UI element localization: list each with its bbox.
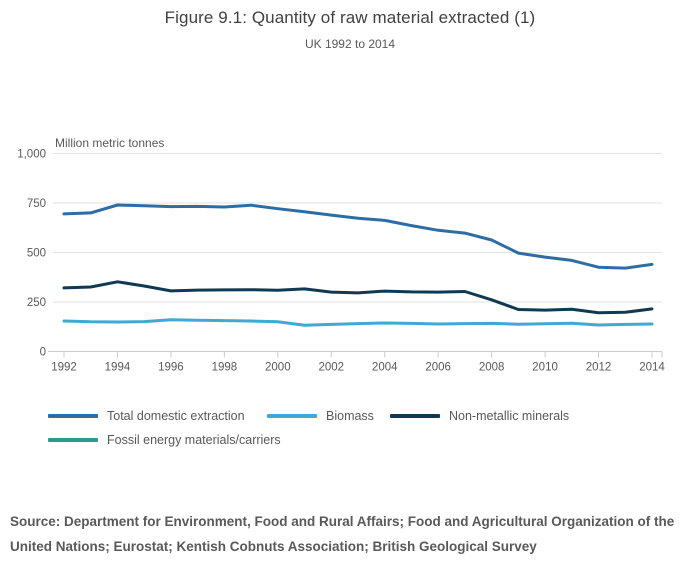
y-tick-label-0: 0	[40, 347, 46, 359]
y-tick-label-750: 750	[27, 198, 46, 210]
series-line-non-metallic-minerals	[62, 280, 654, 315]
legend-item-fossil-energy-materials[interactable]: Fossil energy materials/carriers	[48, 433, 281, 447]
y-tick-label-500: 500	[27, 248, 46, 260]
legend-label-biomass: Biomass	[326, 409, 374, 423]
legend-item-total-domestic-extraction[interactable]: Total domestic extraction	[48, 409, 245, 423]
legend-item-non-metallic-minerals[interactable]: Non-metallic minerals	[390, 409, 570, 423]
legend-item-biomass[interactable]: Biomass	[267, 409, 374, 423]
x-tick-label-1994: 1994	[105, 362, 131, 374]
legend-label-total-domestic-extraction: Total domestic extraction	[107, 409, 245, 423]
legend-swatch-biomass	[267, 414, 317, 418]
legend-swatch-non-metallic-minerals	[390, 414, 440, 418]
series-line-total-domestic-extraction	[62, 203, 654, 270]
x-tick-label-2004: 2004	[372, 362, 398, 374]
legend-swatch-total-domestic-extraction	[48, 414, 98, 418]
chart-subtitle: UK 1992 to 2014	[304, 37, 396, 51]
legend-label-non-metallic-minerals: Non-metallic minerals	[449, 409, 570, 423]
x-tick-label-2000: 2000	[265, 362, 291, 374]
x-tick-label-2008: 2008	[479, 362, 505, 374]
y-tick-label-250: 250	[27, 297, 46, 309]
y-axis-unit-label: Million metric tonnes	[55, 136, 165, 150]
series-line-biomass	[62, 318, 654, 327]
x-tick-label-1992: 1992	[51, 362, 77, 374]
x-tick-label-1998: 1998	[212, 362, 238, 374]
legend-label-fossil-energy-materials: Fossil energy materials/carriers	[107, 433, 281, 447]
chart-title: Figure 9.1: Quantity of raw material ext…	[164, 8, 536, 27]
line-chart-plot: 0 250 500 750 1,000 1992 1994 1996 1998 2000 2002 2…	[17, 149, 665, 374]
x-tick-label-2012: 2012	[586, 362, 612, 374]
x-tick-label-2006: 2006	[425, 362, 451, 374]
x-tick-label-2002: 2002	[318, 362, 344, 374]
x-tick-label-2014: 2014	[639, 362, 665, 374]
y-tick-label-1000: 1,000	[17, 149, 46, 161]
legend-swatch-fossil-energy-materials	[48, 438, 98, 442]
x-tick-label-2010: 2010	[532, 362, 558, 374]
source-attribution: Source: Department for Environment, Food…	[10, 514, 675, 554]
x-tick-label-1996: 1996	[158, 362, 184, 374]
